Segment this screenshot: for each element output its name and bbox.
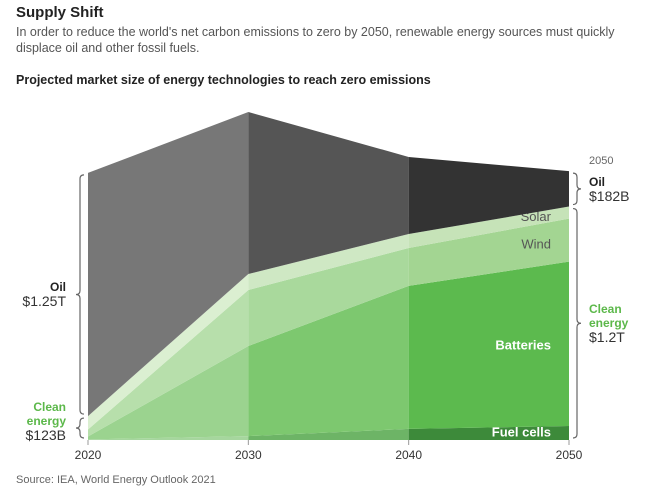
area-segment bbox=[88, 274, 249, 430]
subtitle: In order to reduce the world's net carbo… bbox=[16, 25, 615, 55]
source: Source: IEA, World Energy Outlook 2021 bbox=[16, 474, 216, 486]
annotation-name: Clean energy bbox=[589, 302, 629, 331]
annotation: Oil $182B bbox=[589, 175, 637, 203]
area-segment bbox=[408, 206, 569, 248]
x-tick-label: 2020 bbox=[75, 448, 102, 462]
area-segment bbox=[408, 156, 569, 234]
area-segment bbox=[408, 425, 569, 440]
title: Supply Shift bbox=[16, 4, 104, 21]
end-label: 2050 bbox=[589, 155, 613, 167]
annotation-name: Clean energy bbox=[26, 400, 66, 428]
area-segment bbox=[248, 285, 409, 437]
area-segment bbox=[88, 436, 249, 440]
chart-title: Projected market size of energy technolo… bbox=[16, 73, 431, 87]
area-segment bbox=[408, 218, 569, 286]
series-label: Fuel cells bbox=[492, 425, 551, 440]
area-segment bbox=[248, 428, 409, 440]
annotation: Clean energy $1.2T bbox=[589, 302, 637, 344]
brace bbox=[572, 207, 582, 439]
annotation-label: $123B bbox=[25, 427, 66, 443]
area-segment bbox=[88, 346, 249, 440]
annotation: Clean energy $123B bbox=[18, 400, 66, 442]
annotation-name: Oil bbox=[589, 174, 606, 189]
brace bbox=[75, 174, 85, 415]
annotation-name: Oil bbox=[49, 280, 66, 295]
series-label: Batteries bbox=[495, 338, 551, 353]
area-segment bbox=[88, 290, 249, 437]
area-segment bbox=[248, 112, 409, 275]
area-segment bbox=[88, 112, 249, 417]
x-tick-label: 2040 bbox=[395, 448, 422, 462]
x-tick-label: 2050 bbox=[556, 448, 583, 462]
annotation: Oil $1.25T bbox=[18, 280, 66, 308]
annotation-label: $1.2T bbox=[589, 329, 625, 346]
area-segment bbox=[408, 261, 569, 429]
brace bbox=[572, 172, 582, 206]
x-tick-label: 2030 bbox=[235, 448, 262, 462]
annotation-label: $1.25T bbox=[22, 293, 66, 310]
series-label: Wind bbox=[521, 236, 551, 251]
area-segment bbox=[248, 247, 409, 347]
brace bbox=[75, 417, 85, 439]
area-segment bbox=[248, 233, 409, 291]
annotation-label: $182B bbox=[589, 187, 630, 204]
